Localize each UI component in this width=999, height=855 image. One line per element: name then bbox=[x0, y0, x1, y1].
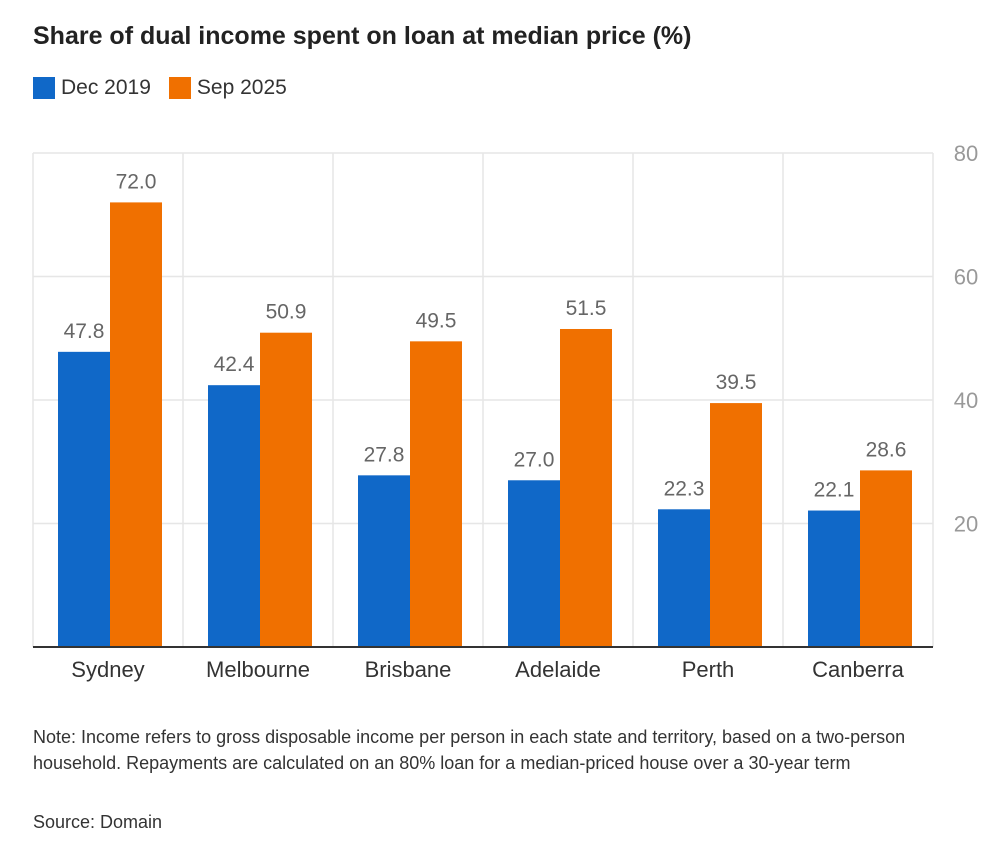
x-category-label: Adelaide bbox=[515, 657, 601, 682]
bar-melbourne-dec-2019 bbox=[208, 385, 260, 647]
bar-melbourne-sep-2025 bbox=[260, 332, 312, 647]
legend: Dec 2019 Sep 2025 bbox=[33, 76, 287, 100]
data-label: 50.9 bbox=[266, 301, 307, 324]
bar-canberra-sep-2025 bbox=[860, 470, 912, 647]
data-label: 28.6 bbox=[866, 438, 907, 461]
legend-label-sep-2025: Sep 2025 bbox=[196, 76, 287, 99]
bar-chart: 20 40 60 80 47.8 72.0 Sydney 42.4 50.9 Melbourne 2… bbox=[32, 141, 978, 682]
bar-adelaide-sep-2025 bbox=[560, 328, 612, 647]
data-label: 39.5 bbox=[716, 371, 757, 394]
data-label: 51.5 bbox=[566, 297, 607, 320]
bar-sydney-dec-2019 bbox=[58, 351, 110, 647]
legend-item-sep-2025: Sep 2025 bbox=[168, 76, 287, 100]
y-tick-label: 20 bbox=[954, 512, 978, 537]
x-category-label: Sydney bbox=[71, 657, 144, 682]
data-label: 27.8 bbox=[364, 443, 405, 466]
bar-perth-dec-2019 bbox=[658, 509, 710, 647]
bar-brisbane-dec-2019 bbox=[358, 475, 410, 647]
legend-swatch-dec-2019 bbox=[33, 77, 55, 99]
bar-perth-sep-2025 bbox=[710, 403, 762, 647]
bar-adelaide-dec-2019 bbox=[508, 480, 560, 647]
data-label: 72.0 bbox=[116, 170, 157, 193]
y-tick-label: 40 bbox=[954, 388, 978, 413]
legend-swatch-sep-2025 bbox=[168, 77, 191, 99]
x-category-label: Brisbane bbox=[365, 657, 452, 682]
chart-title: Share of dual income spent on loan at me… bbox=[33, 22, 692, 50]
data-label: 27.0 bbox=[514, 448, 555, 471]
bar-canberra-dec-2019 bbox=[808, 510, 860, 647]
y-tick-label: 80 bbox=[954, 141, 978, 166]
data-label: 47.8 bbox=[64, 320, 105, 343]
data-label: 42.4 bbox=[214, 353, 255, 376]
x-category-label: Melbourne bbox=[206, 657, 310, 682]
bar-sydney-sep-2025 bbox=[110, 202, 162, 647]
x-category-label: Canberra bbox=[812, 657, 904, 682]
data-label: 22.3 bbox=[664, 477, 705, 500]
data-label: 49.5 bbox=[416, 309, 457, 332]
chart-note: Note: Income refers to gross disposable … bbox=[33, 727, 906, 773]
bar-brisbane-sep-2025 bbox=[410, 341, 462, 647]
chart-source: Source: Domain bbox=[33, 812, 163, 832]
y-tick-label: 60 bbox=[954, 265, 978, 290]
legend-label-dec-2019: Dec 2019 bbox=[61, 76, 151, 99]
legend-item-dec-2019: Dec 2019 bbox=[33, 76, 151, 100]
data-label: 22.1 bbox=[814, 479, 855, 502]
x-category-label: Perth bbox=[682, 657, 735, 682]
